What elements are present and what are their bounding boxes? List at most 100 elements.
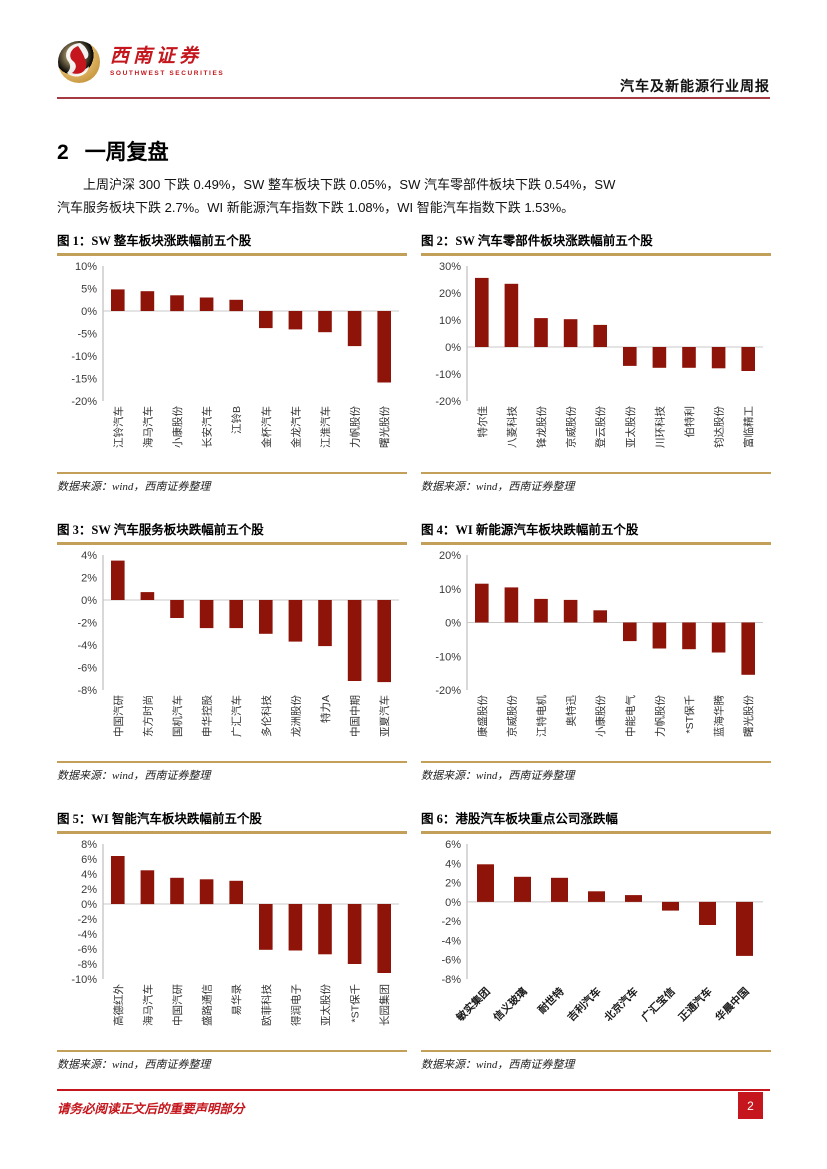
- svg-text:-15%: -15%: [71, 374, 97, 386]
- svg-text:伯特利: 伯特利: [683, 406, 696, 438]
- svg-text:耐世特: 耐世特: [535, 985, 567, 1017]
- bar: [662, 901, 679, 911]
- bar: [318, 311, 332, 333]
- svg-text:20%: 20%: [439, 288, 461, 300]
- svg-text:-4%: -4%: [77, 929, 97, 941]
- svg-text:-20%: -20%: [71, 396, 97, 408]
- svg-text:2%: 2%: [81, 884, 97, 896]
- bar: [623, 347, 637, 366]
- bar: [711, 622, 726, 653]
- svg-text:小康股份: 小康股份: [594, 695, 607, 737]
- svg-text:6%: 6%: [81, 854, 97, 866]
- svg-text:北京汽车: 北京汽车: [602, 985, 641, 1024]
- svg-text:-6%: -6%: [441, 955, 461, 967]
- svg-text:-4%: -4%: [77, 640, 97, 652]
- bar: [170, 295, 184, 312]
- svg-text:得润电子: 得润电子: [289, 984, 302, 1026]
- figure-5-chart: 8% 6% 4% 2% 0% -2% -4% -6% -8% -10% 高德红外 海马汽车 中国汽研 盛路…: [57, 834, 407, 1052]
- bar: [229, 880, 243, 904]
- svg-text:6%: 6%: [445, 839, 461, 851]
- bar: [699, 901, 716, 925]
- bar: [111, 856, 125, 904]
- svg-text:-6%: -6%: [77, 944, 97, 956]
- svg-text:4%: 4%: [81, 869, 97, 881]
- svg-text:金杯汽车: 金杯汽车: [260, 406, 273, 448]
- svg-text:广汇宝信: 广汇宝信: [639, 985, 678, 1024]
- bar: [741, 622, 755, 675]
- company-logo: 西南证券 SOUTHWEST SECURITIES: [57, 40, 224, 84]
- figure-1: 图 1：SW 整车板块涨跌幅前五个股 10% 5% 0% -5% -10% -15% -20…: [57, 228, 407, 494]
- svg-text:江铃汽车: 江铃汽车: [112, 406, 125, 448]
- bar: [593, 610, 607, 623]
- svg-text:江铃B: 江铃B: [230, 406, 243, 434]
- bar: [593, 324, 607, 347]
- bar: [140, 870, 155, 905]
- figure-2-source: 数据来源：wind，西南证券整理: [421, 481, 575, 493]
- figure-6-chart: 6% 4% 2% 0% -2% -4% -6% -8% 敏实集团 信义玻璃 耐世特 吉利汽车 北京汽车广…: [421, 834, 771, 1052]
- svg-text:特尔佳: 特尔佳: [476, 406, 489, 438]
- svg-text:京威股份: 京威股份: [505, 695, 518, 737]
- footer-divider: [57, 1089, 770, 1091]
- bar: [318, 904, 332, 955]
- report-title: 汽车及新能源行业周报: [620, 80, 770, 95]
- bar: [475, 277, 489, 347]
- svg-text:蓝海华腾: 蓝海华腾: [713, 695, 726, 737]
- bar: [711, 347, 726, 369]
- svg-text:0%: 0%: [445, 342, 461, 354]
- bar: [625, 895, 642, 902]
- bar: [504, 283, 519, 347]
- svg-text:8%: 8%: [81, 839, 97, 851]
- bar: [477, 864, 494, 902]
- svg-text:江特电机: 江特电机: [535, 695, 548, 737]
- bar: [377, 904, 391, 973]
- svg-text:中国汽研: 中国汽研: [112, 695, 125, 737]
- bar: [377, 311, 391, 383]
- bar: [229, 600, 243, 629]
- svg-text:钧达股份: 钧达股份: [714, 406, 726, 448]
- figure-5-source: 数据来源：wind，西南证券整理: [57, 1059, 211, 1071]
- svg-text:金龙汽车: 金龙汽车: [289, 406, 302, 448]
- logo-name-en: SOUTHWEST SECURITIES: [110, 69, 225, 77]
- svg-text:-10%: -10%: [71, 351, 97, 363]
- svg-text:欧菲科技: 欧菲科技: [260, 984, 273, 1026]
- svg-text:锋龙股份: 锋龙股份: [535, 406, 548, 448]
- svg-text:吉利汽车: 吉利汽车: [565, 985, 604, 1024]
- svg-text:力帆股份: 力帆股份: [349, 406, 362, 448]
- svg-text:亚夏汽车: 亚夏汽车: [378, 695, 391, 737]
- header-divider: [57, 97, 770, 99]
- bar: [534, 318, 548, 347]
- svg-text:长安汽车: 长安汽车: [201, 406, 214, 448]
- bar: [475, 583, 489, 623]
- footer-disclaimer: 请务必阅读正文后的重要声明部分: [57, 1102, 245, 1116]
- figure-5: 图 5：WI 智能汽车板块跌幅前五个股 8% 6% 4% 2% 0% -2% -4% -6% -…: [57, 806, 407, 1072]
- bar: [288, 904, 303, 951]
- bar: [347, 904, 362, 964]
- svg-text:敏实集团: 敏实集团: [453, 985, 493, 1025]
- svg-text:0%: 0%: [81, 595, 97, 607]
- svg-text:5%: 5%: [81, 284, 97, 296]
- bar: [741, 347, 755, 371]
- section-heading: 2 一周复盘: [57, 136, 169, 166]
- svg-text:-10%: -10%: [435, 369, 461, 381]
- svg-text:东方时尚: 东方时尚: [141, 695, 154, 737]
- figure-1-title: 图 1：SW 整车板块涨跌幅前五个股: [57, 228, 407, 256]
- bar: [563, 319, 578, 347]
- svg-text:-5%: -5%: [77, 329, 97, 341]
- svg-text:-4%: -4%: [441, 935, 461, 947]
- svg-text:八菱科技: 八菱科技: [505, 406, 518, 448]
- svg-text:高德红外: 高德红外: [112, 984, 125, 1026]
- bar: [623, 622, 637, 642]
- bar: [199, 600, 214, 629]
- svg-text:-20%: -20%: [435, 396, 461, 408]
- svg-text:长园集团: 长园集团: [378, 984, 391, 1026]
- bar: [377, 600, 391, 683]
- svg-text:-8%: -8%: [77, 959, 97, 971]
- svg-text:10%: 10%: [439, 315, 461, 327]
- figure-4-chart: 20% 10% 0% -10% -20% 康盛股份 京威股份 江特电机 奥特迅 小康股份 中能电气 力…: [421, 545, 771, 763]
- svg-text:曙光股份: 曙光股份: [378, 406, 391, 448]
- bar: [551, 877, 568, 902]
- svg-text:10%: 10%: [75, 261, 97, 273]
- bar: [652, 622, 667, 649]
- figure-3-source: 数据来源：wind，西南证券整理: [57, 770, 211, 782]
- svg-text:-8%: -8%: [441, 974, 461, 986]
